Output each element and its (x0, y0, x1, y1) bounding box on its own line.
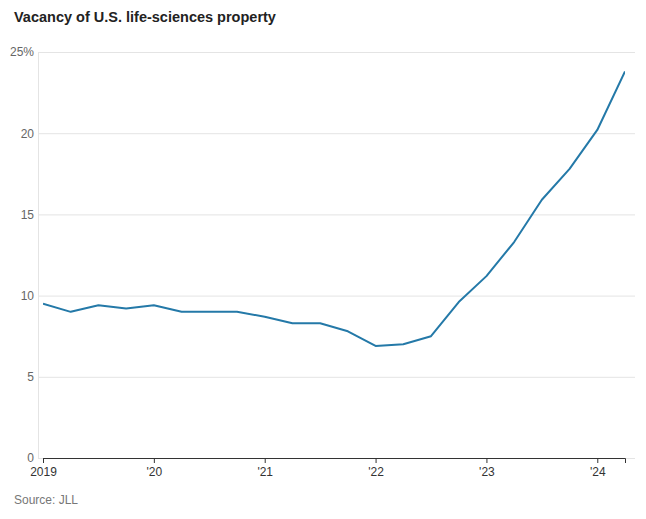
plot-area (43, 71, 625, 345)
grid-line (38, 133, 635, 134)
y-tick: 5 (27, 370, 635, 384)
x-tick-label: '21 (257, 465, 273, 479)
x-tick-mark (597, 458, 598, 463)
x-tick-label: '23 (479, 465, 495, 479)
x-tick-mark (376, 458, 377, 463)
grid-line (38, 52, 635, 53)
x-tick-mark (265, 458, 266, 463)
x-axis-line (44, 459, 626, 464)
x-tick-label: '24 (590, 465, 606, 479)
grid-line (38, 214, 635, 215)
x-tick: '23 (479, 458, 495, 479)
x-tick-label: '22 (368, 465, 384, 479)
y-tick-label: 20 (21, 127, 35, 141)
y-tick-label: 0 (27, 451, 34, 465)
y-tick-label: 15 (21, 208, 35, 222)
x-tick: '20 (147, 458, 163, 479)
y-axis: 0 5 10 15 20 25% (10, 45, 635, 465)
y-tick-label: 10 (21, 289, 35, 303)
x-tick: '22 (368, 458, 384, 479)
y-tick-label: 25% (10, 45, 34, 59)
x-tick-mark (486, 458, 487, 463)
chart: Vacancy of U.S. life-sciences property 0 5… (0, 0, 646, 519)
x-tick: 2019 (30, 458, 57, 479)
grid-line (38, 377, 635, 378)
x-tick: '21 (257, 458, 273, 479)
y-tick-label: 5 (27, 370, 34, 384)
y-tick: 20 (21, 127, 635, 141)
y-tick: 25% (10, 45, 635, 59)
y-axis-line (39, 53, 636, 459)
x-tick-label: 2019 (30, 465, 57, 479)
x-tick-mark (154, 458, 155, 463)
source: Source: JLL (14, 493, 78, 507)
x-tick: '24 (590, 458, 606, 479)
x-axis: 2019 '20 '21 '22 '23 '24 (30, 458, 625, 479)
vacancy-line (43, 71, 625, 345)
y-tick: 0 (27, 451, 635, 465)
y-tick: 10 (21, 289, 635, 303)
title: Vacancy of U.S. life-sciences property (14, 9, 276, 25)
grid-line (38, 296, 635, 297)
x-tick-label: '20 (147, 465, 163, 479)
x-tick-mark (43, 458, 44, 463)
y-tick: 15 (21, 208, 635, 222)
